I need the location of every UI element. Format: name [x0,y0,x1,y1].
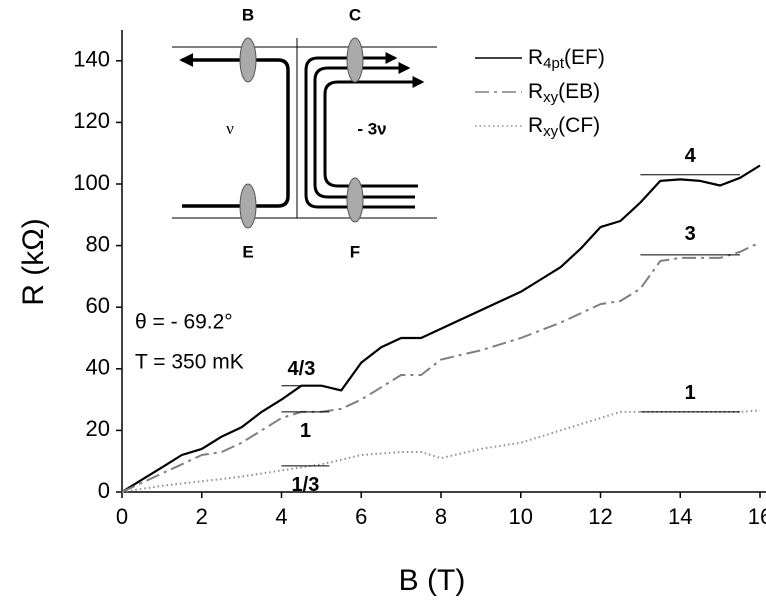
contact [346,37,364,83]
plateau-label: 4 [685,145,697,167]
y-tick-label: 20 [86,416,110,441]
y-tick-label: 60 [86,293,110,318]
x-tick-label: 16 [748,504,766,529]
channel [313,62,415,199]
channel [304,52,415,209]
y-tick-label: 0 [98,478,110,503]
plateau-label: 1 [685,382,696,404]
series-line [121,164,761,493]
y-tick-label: 100 [73,170,110,195]
series-line [121,409,761,493]
x-tick-label: 2 [196,504,208,529]
channel [179,53,290,208]
inset-label: B [242,5,254,24]
y-axis-label: R (kΩ) [17,218,50,305]
channel [323,76,425,188]
inset-label: C [349,5,361,24]
plateau-label: 4/3 [288,358,316,380]
contact [239,37,257,83]
y-tick-label: 120 [73,108,110,133]
x-tick-label: 4 [275,504,287,529]
contact [239,183,257,229]
inset-label: E [242,242,253,261]
x-tick-label: 8 [435,504,447,529]
inset-label: ν [226,119,234,138]
inset-label: F [350,242,360,261]
annotation: T = 350 mK [135,351,244,374]
x-axis-label: B (T) [399,564,466,597]
legend-label: R4pt(EF) [528,46,605,72]
x-tick-label: 14 [668,504,692,529]
annotation: θ = - 69.2° [135,311,233,334]
plateau-label: 3 [685,223,696,245]
y-tick-label: 40 [86,355,110,380]
legend-label: Rxy(CF) [528,114,600,140]
y-tick-label: 140 [73,47,110,72]
series-line [121,241,761,493]
y-tick-label: 80 [86,231,110,256]
x-tick-label: 12 [588,504,612,529]
inset-diagram [172,37,437,229]
x-tick-label: 10 [509,504,533,529]
legend-label: Rxy(EB) [528,80,600,106]
contact [346,177,364,223]
plateau-label: 1/3 [292,474,320,496]
x-tick-label: 0 [116,504,128,529]
plateau-label: 1 [300,420,311,442]
x-tick-label: 6 [355,504,367,529]
inset-label: - 3ν [357,119,386,138]
